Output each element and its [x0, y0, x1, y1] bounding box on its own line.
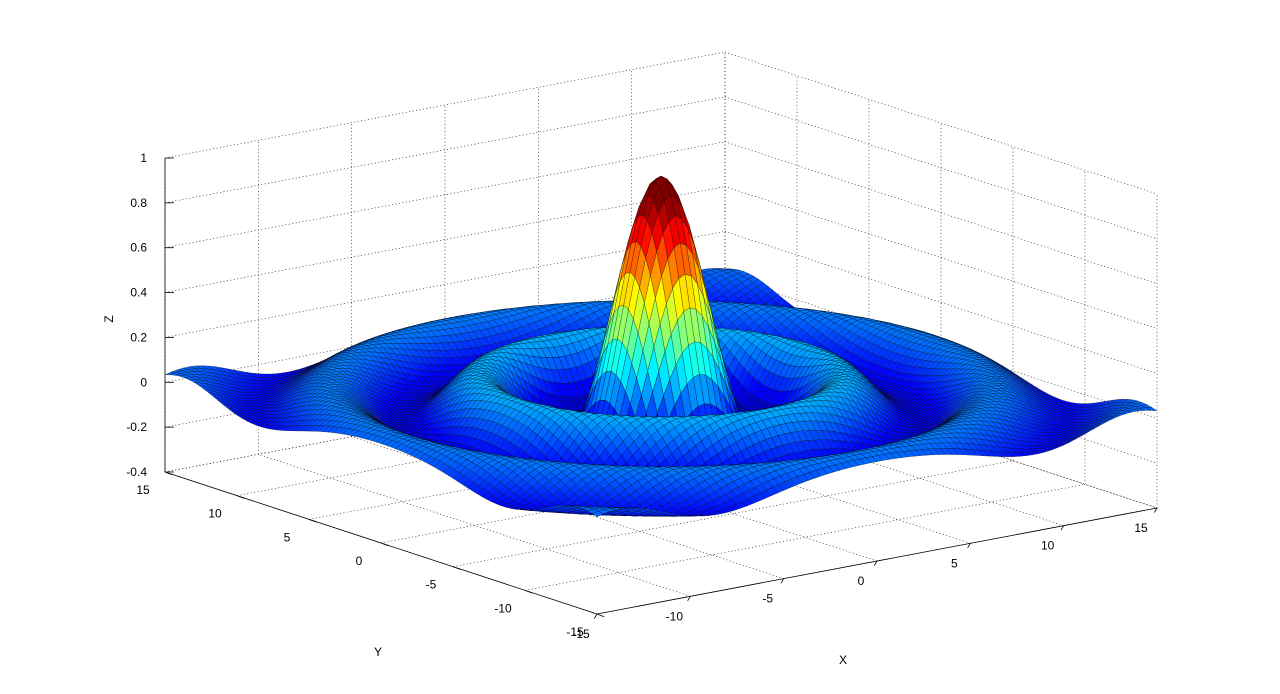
grid-line — [164, 141, 726, 249]
y-tick — [308, 518, 317, 523]
grid-line — [724, 320, 1158, 464]
grid-line — [724, 276, 1158, 419]
x-tick — [780, 578, 785, 584]
y-tick — [524, 589, 533, 594]
grid-line — [524, 484, 1086, 591]
grid-line — [164, 96, 726, 204]
grid-line — [724, 365, 1158, 509]
grid-line — [164, 365, 726, 473]
grid-line — [452, 460, 1014, 567]
axes-layer — [164, 157, 1158, 619]
y-tick — [164, 471, 173, 476]
x-tick — [593, 613, 598, 619]
grid-line — [380, 436, 942, 544]
grid-line — [724, 51, 1158, 195]
y-tick — [380, 542, 389, 547]
grid-line — [164, 231, 726, 338]
grid-line — [724, 231, 1158, 374]
surface — [164, 175, 1158, 518]
grid-line — [724, 141, 1158, 284]
grid-line — [724, 96, 1158, 240]
grid-line — [164, 275, 726, 383]
x-tick — [1153, 507, 1158, 513]
grid-line — [164, 51, 726, 159]
y-tick — [596, 613, 605, 618]
grid-line — [724, 186, 1158, 329]
grid-line — [236, 389, 798, 496]
grid-line — [308, 413, 870, 520]
x-tick — [1060, 525, 1065, 531]
x-tick — [687, 596, 691, 602]
x-tick — [967, 543, 971, 549]
y-tick — [236, 495, 245, 499]
x-tick — [873, 560, 878, 566]
y-tick — [452, 566, 461, 570]
grid-line — [164, 186, 726, 293]
